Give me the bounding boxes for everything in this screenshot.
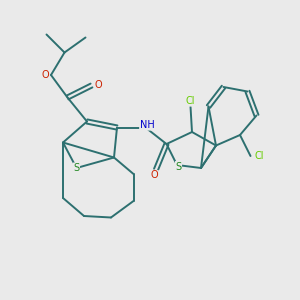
Text: O: O [151, 170, 158, 181]
Text: O: O [42, 70, 50, 80]
Text: Cl: Cl [186, 96, 195, 106]
Text: Cl: Cl [254, 151, 264, 161]
Text: S: S [176, 161, 182, 172]
Text: NH: NH [140, 120, 154, 130]
Text: S: S [74, 163, 80, 173]
Text: O: O [94, 80, 102, 91]
